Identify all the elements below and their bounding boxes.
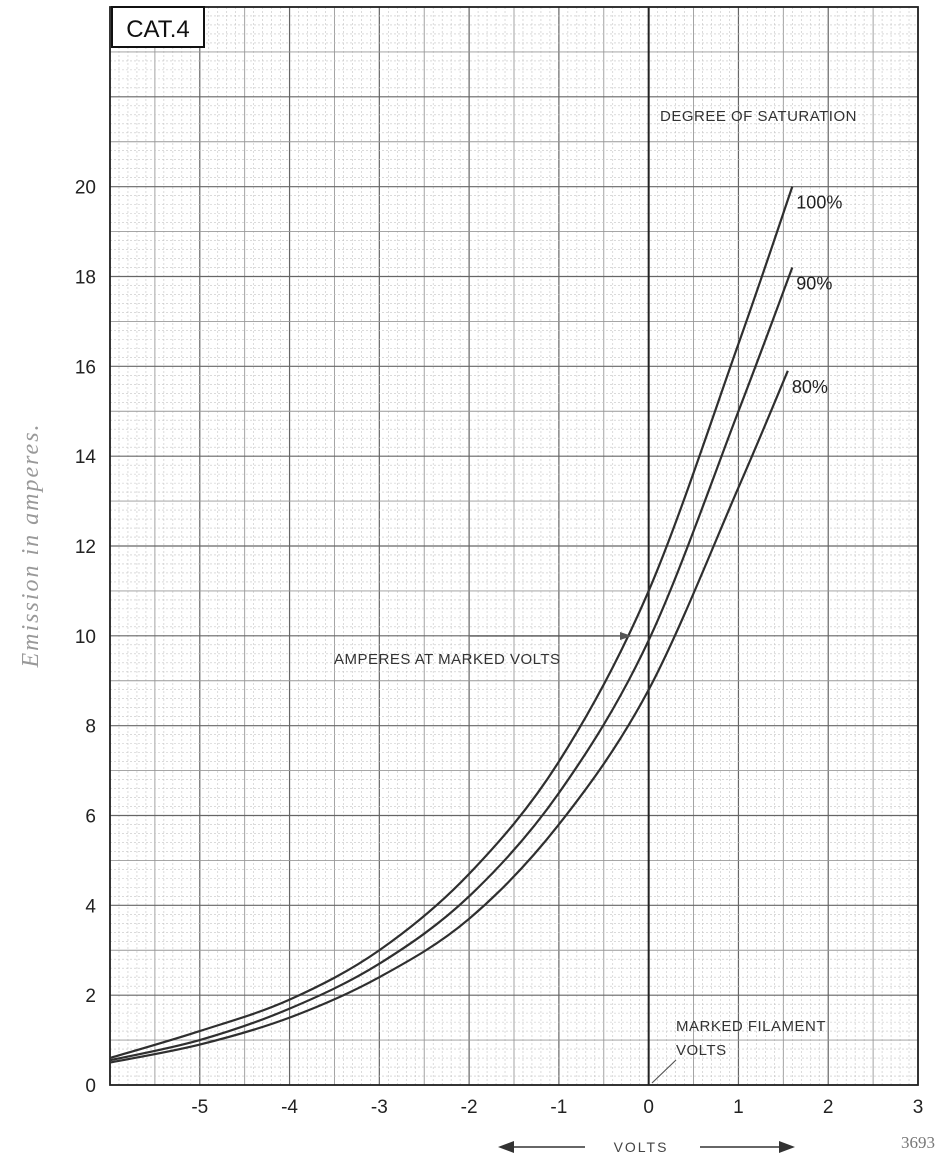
x-tick-label: -4 [281, 1097, 298, 1118]
x-tick-label: 1 [733, 1097, 744, 1118]
y-tick-label: 6 [85, 807, 96, 828]
y-tick-label: 18 [75, 268, 96, 289]
annotation-arrow-filament [651, 1059, 677, 1084]
x-tick-label: 0 [643, 1097, 654, 1118]
x-tick-label: 3 [913, 1097, 924, 1118]
y-tick-label: 4 [85, 896, 96, 917]
x-axis-label: VOLTS [614, 1139, 669, 1155]
series-line-100pct [109, 186, 794, 1060]
y-tick-label: 20 [75, 178, 96, 199]
annotation-marked-filament: MARKED FILAMENT [676, 1018, 826, 1035]
x-tick-label: -3 [371, 1097, 388, 1118]
y-tick-label: 10 [75, 627, 96, 648]
y-tick-label: 16 [75, 357, 96, 378]
y-tick-label: 8 [85, 717, 96, 738]
y-tick-label: 2 [85, 986, 96, 1007]
plot-frame [109, 6, 919, 1086]
figure-number: 3693 [901, 1133, 935, 1152]
y-tick-label: 12 [75, 537, 96, 558]
x-tick-label: 2 [823, 1097, 834, 1118]
annotation-amperes-at-marked-volts: AMPERES AT MARKED VOLTS [334, 651, 561, 668]
x-label-left-arrowhead [498, 1141, 514, 1153]
panel-title: CAT.4 [126, 16, 190, 43]
annotation-arrow-amperes-head [620, 632, 632, 640]
chart-grid [109, 6, 919, 1086]
annotation-volts: VOLTS [676, 1042, 727, 1059]
x-tick-label: -2 [461, 1097, 478, 1118]
y-tick-label: 14 [75, 447, 97, 468]
x-tick-label: -1 [550, 1097, 567, 1118]
x-tick-label: -5 [191, 1097, 208, 1118]
panel-title-box [111, 6, 205, 48]
series-label-80pct: 80% [792, 377, 828, 397]
y-tick-label: 0 [85, 1076, 96, 1097]
series-label-100pct: 100% [796, 193, 842, 213]
x-label-right-arrowhead [779, 1141, 795, 1153]
series-label-90pct: 90% [796, 274, 832, 294]
series-line-80pct [109, 370, 789, 1064]
chart-series [109, 186, 794, 1064]
legend-title: DEGREE OF SATURATION [660, 108, 857, 125]
series-line-90pct [109, 267, 794, 1062]
y-axis-label: Emission in amperes. [18, 422, 44, 668]
